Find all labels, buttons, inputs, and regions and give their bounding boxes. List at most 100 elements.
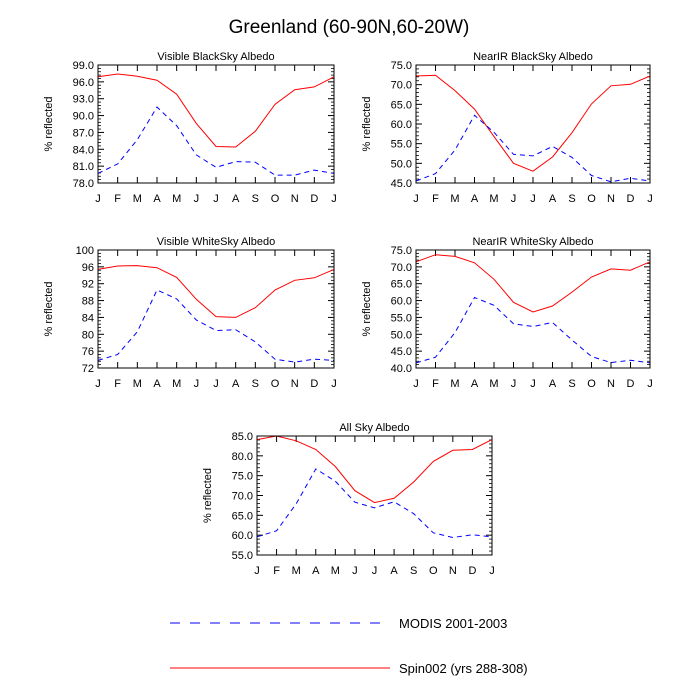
plot-frame bbox=[256, 435, 493, 556]
y-tick-label: 55.0 bbox=[391, 139, 412, 151]
x-tick-label: D bbox=[310, 193, 318, 205]
y-tick-label: 100 bbox=[76, 245, 94, 257]
x-tick-label: J bbox=[331, 193, 337, 205]
panel-all-sky: All Sky Albedo % reflected 55.0 60.0 65.0 70.… bbox=[202, 422, 495, 577]
x-tick-label: D bbox=[627, 378, 635, 390]
panel-title: Visible WhiteSky Albedo bbox=[157, 236, 275, 248]
panel-title: All Sky Albedo bbox=[339, 422, 409, 434]
y-tick-label: 96 bbox=[82, 262, 94, 274]
y-tick-label: 75.0 bbox=[391, 60, 412, 72]
x-tick-label: A bbox=[549, 193, 557, 205]
series-line-modis bbox=[256, 468, 493, 539]
legend-label-modis: MODIS 2001-2003 bbox=[399, 616, 507, 631]
x-tick-label: D bbox=[310, 378, 318, 390]
x-tick-label: J bbox=[331, 378, 337, 390]
x-tick-label: J bbox=[413, 378, 419, 390]
x-tick-label: M bbox=[450, 378, 459, 390]
y-tick-label: 55.0 bbox=[232, 550, 253, 562]
y-axis-label: % reflected bbox=[361, 96, 373, 151]
x-tick-label: J bbox=[194, 378, 200, 390]
x-tick-label: O bbox=[271, 193, 280, 205]
x-tick-label: F bbox=[432, 378, 439, 390]
x-tick-label: A bbox=[153, 378, 161, 390]
series-line-spin002 bbox=[97, 73, 335, 148]
series-line-modis bbox=[415, 296, 651, 364]
series-line-modis bbox=[97, 106, 335, 176]
plot-frame bbox=[97, 249, 335, 369]
x-tick-label: S bbox=[252, 193, 259, 205]
y-axis-label: % reflected bbox=[43, 96, 55, 151]
y-tick-label: 65.0 bbox=[391, 279, 412, 291]
x-tick-label: M bbox=[133, 193, 142, 205]
y-axis-label: % reflected bbox=[43, 281, 55, 336]
x-tick-label: F bbox=[114, 193, 121, 205]
series-line-spin002 bbox=[256, 435, 493, 504]
x-tick-label: M bbox=[172, 193, 181, 205]
x-tick-label: A bbox=[390, 565, 398, 577]
y-tick-label: 78.0 bbox=[73, 178, 94, 190]
y-tick-label: 70.0 bbox=[232, 491, 253, 503]
x-tick-label: F bbox=[432, 193, 439, 205]
y-tick-label: 50.0 bbox=[391, 329, 412, 341]
panel-title: NearIR WhiteSky Albedo bbox=[472, 236, 593, 248]
y-tick-label: 55.0 bbox=[391, 312, 412, 324]
y-tick-label: 75.0 bbox=[232, 471, 253, 483]
x-tick-label: M bbox=[450, 193, 459, 205]
x-tick-label: J bbox=[413, 193, 419, 205]
x-tick-label: J bbox=[95, 193, 101, 205]
series-line-spin002 bbox=[415, 74, 651, 172]
x-tick-label: S bbox=[410, 565, 417, 577]
x-tick-label: J bbox=[530, 378, 536, 390]
x-tick-label: O bbox=[271, 378, 280, 390]
series-line-spin002 bbox=[415, 254, 651, 313]
y-tick-label: 84 bbox=[82, 312, 94, 324]
y-tick-label: 60.0 bbox=[391, 296, 412, 308]
x-tick-label: M bbox=[489, 378, 498, 390]
y-tick-label: 50.0 bbox=[391, 158, 412, 170]
y-tick-label: 80 bbox=[82, 329, 94, 341]
y-tick-label: 65.0 bbox=[391, 99, 412, 111]
x-tick-label: M bbox=[133, 378, 142, 390]
x-tick-label: J bbox=[213, 193, 219, 205]
x-tick-label: N bbox=[291, 193, 299, 205]
x-tick-label: A bbox=[471, 193, 479, 205]
y-tick-label: 40.0 bbox=[391, 363, 412, 375]
y-tick-label: 60.0 bbox=[232, 530, 253, 542]
x-tick-label: A bbox=[232, 193, 240, 205]
x-tick-label: F bbox=[114, 378, 121, 390]
legend: MODIS 2001-2003 Spin002 (yrs 288-308) bbox=[170, 616, 528, 676]
panel-visible-whitesky: Visible WhiteSky Albedo % reflected 72 76 80… bbox=[43, 236, 337, 390]
y-tick-label: 85.0 bbox=[232, 431, 253, 443]
x-tick-label: M bbox=[489, 193, 498, 205]
x-tick-label: A bbox=[153, 193, 161, 205]
panel-title: Visible BlackSky Albedo bbox=[157, 51, 274, 63]
y-tick-label: 96.0 bbox=[73, 77, 94, 89]
y-tick-label: 87.0 bbox=[73, 127, 94, 139]
x-tick-label: N bbox=[449, 565, 457, 577]
y-tick-label: 70.0 bbox=[391, 262, 412, 274]
x-tick-label: N bbox=[607, 193, 615, 205]
x-tick-label: A bbox=[312, 565, 320, 577]
x-tick-label: J bbox=[352, 565, 358, 577]
y-axis-label: % reflected bbox=[202, 468, 214, 523]
series-line-spin002 bbox=[97, 265, 335, 318]
x-tick-label: J bbox=[95, 378, 101, 390]
panel-nearir-whitesky: NearIR WhiteSky Albedo % reflected 40.0 45.… bbox=[361, 236, 653, 390]
plot-frame bbox=[415, 64, 651, 184]
x-tick-label: M bbox=[172, 378, 181, 390]
legend-label-spin002: Spin002 (yrs 288-308) bbox=[399, 661, 528, 676]
y-tick-label: 99.0 bbox=[73, 60, 94, 72]
x-tick-label: O bbox=[429, 565, 438, 577]
x-tick-label: J bbox=[647, 193, 653, 205]
y-tick-label: 76 bbox=[82, 346, 94, 358]
x-tick-label: F bbox=[273, 565, 280, 577]
y-tick-label: 81.0 bbox=[73, 161, 94, 173]
y-tick-label: 80.0 bbox=[232, 451, 253, 463]
y-tick-label: 45.0 bbox=[391, 178, 412, 190]
x-tick-label: J bbox=[372, 565, 378, 577]
panels: Visible BlackSky Albedo % reflected 78.0 81… bbox=[43, 51, 653, 577]
panel-title: NearIR BlackSky Albedo bbox=[473, 51, 593, 63]
x-tick-label: J bbox=[489, 565, 495, 577]
x-tick-label: A bbox=[549, 378, 557, 390]
